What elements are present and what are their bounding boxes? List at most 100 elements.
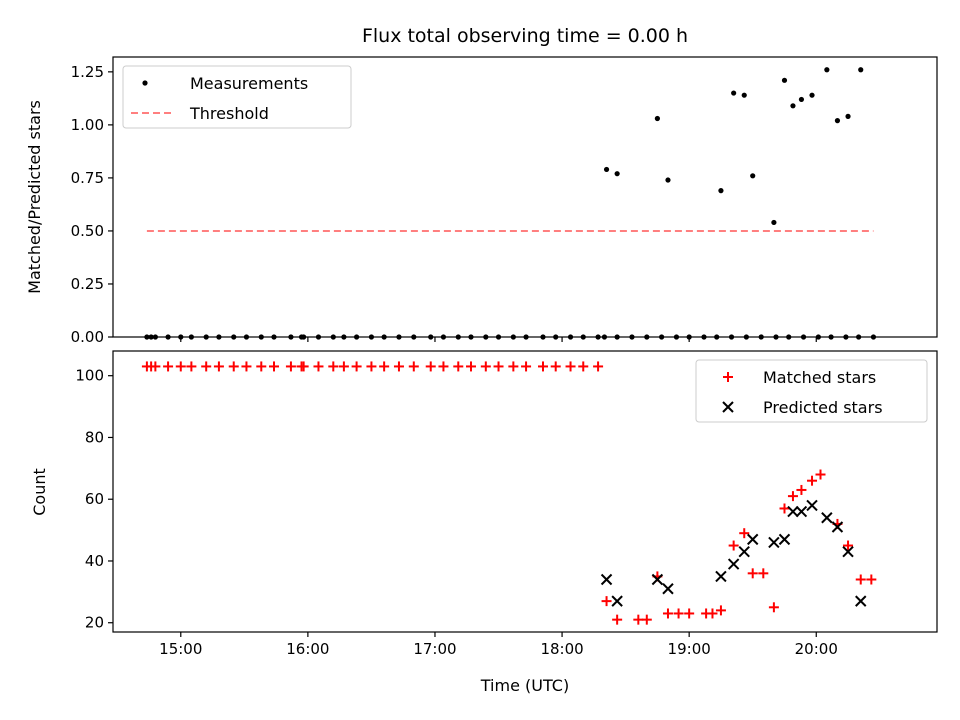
measurement-point (798, 96, 805, 103)
matched-star-point (201, 361, 212, 372)
bottom-legend-handle-1 (723, 372, 733, 382)
measurement-point (858, 67, 864, 73)
top-axes-frame (112, 56, 938, 338)
measurement-point (614, 171, 620, 177)
matched-star-point (662, 608, 673, 619)
top-y-tick-label: 0.50 (71, 222, 104, 240)
bottom-series-matched-stars (141, 361, 877, 625)
bottom-legend-box (695, 359, 928, 423)
top-legend-label-2: Threshold (189, 104, 269, 123)
predicted-star-point (787, 505, 799, 518)
top-y-tick-label: 1.25 (71, 63, 104, 81)
measurement-point (665, 177, 671, 183)
predicted-star-point (821, 512, 833, 524)
measurement-point (654, 115, 660, 122)
matched-star-point (715, 605, 726, 616)
matched-star-point (633, 614, 644, 625)
predicted-star-point (768, 536, 780, 549)
predicted-star-point (778, 533, 791, 546)
matched-star-point (641, 614, 652, 625)
x-tick-label: 15:00 (159, 640, 202, 658)
top-legend-handle-1 (142, 80, 148, 86)
matched-star-point (728, 540, 739, 551)
measurement-point (731, 90, 737, 96)
x-tick-label: 20:00 (795, 640, 838, 658)
matched-star-point (453, 361, 464, 372)
matched-star-point (796, 484, 807, 495)
matched-star-point (593, 361, 604, 372)
matched-star-point (807, 475, 818, 486)
matched-star-point (538, 361, 549, 372)
matched-star-point (393, 361, 404, 372)
matched-star-point (739, 528, 750, 539)
matched-star-point (550, 361, 561, 372)
matched-star-point (565, 361, 576, 372)
x-tick-label: 18:00 (540, 640, 583, 658)
measurement-point (718, 188, 724, 194)
top-y-tick-label: 0.75 (71, 169, 104, 187)
matched-star-point (866, 574, 877, 585)
matched-star-point (228, 361, 239, 372)
measurement-point (781, 77, 788, 83)
measurement-point (750, 173, 756, 179)
predicted-star-point (600, 573, 613, 586)
top-y-tick-label: 0.25 (71, 275, 104, 293)
matched-star-point (366, 361, 377, 372)
matched-star-point (285, 361, 296, 372)
measurement-point (741, 92, 747, 98)
bottom-plot-area: 20 40 60 80 100 15:00 16:00 17:00 18:00 19:00 20:0… (75, 350, 938, 658)
measurement-point (603, 166, 610, 173)
matched-star-point (313, 361, 324, 372)
measurement-point (790, 103, 796, 109)
bottom-legend-label-1: Matched stars (763, 368, 876, 387)
matched-star-point (684, 608, 695, 619)
matched-star-point (779, 503, 790, 514)
matched-star-point (268, 361, 279, 372)
bottom-legend-handle-2 (722, 401, 734, 413)
measurement-point (824, 67, 830, 73)
matched-star-point (379, 361, 390, 372)
predicted-star-point (747, 533, 759, 546)
matched-star-point (480, 361, 491, 372)
matched-star-point (493, 361, 504, 372)
matched-star-point (351, 361, 362, 372)
matched-star-point (815, 469, 826, 480)
x-tick-label: 17:00 (413, 640, 456, 658)
matched-star-point (241, 361, 252, 372)
matched-star-point (438, 361, 449, 372)
matched-star-point (787, 491, 798, 502)
predicted-star-point (651, 573, 664, 586)
matched-star-point (338, 361, 349, 372)
predicted-star-point (662, 583, 674, 595)
predicted-star-point (611, 595, 623, 607)
measurement-point (834, 118, 841, 124)
matched-star-point (465, 361, 476, 372)
matched-star-point (612, 614, 623, 625)
matched-star-point (758, 568, 769, 579)
bottom-axes-frame (112, 350, 938, 633)
predicted-star-point (806, 499, 818, 512)
predicted-star-point (738, 546, 750, 558)
bottom-y-tick-label: 100 (75, 367, 104, 385)
measurement-point (771, 219, 777, 226)
matched-star-point (747, 568, 758, 579)
predicted-star-point (831, 521, 844, 533)
matched-star-point (521, 361, 532, 372)
bottom-legend-label-2: Predicted stars (763, 398, 883, 417)
x-tick-label: 16:00 (286, 640, 329, 658)
measurement-point (809, 92, 815, 98)
bottom-series-predicted-stars (600, 499, 867, 607)
matched-star-point (408, 361, 419, 372)
predicted-star-point (715, 570, 727, 583)
bottom-y-tick-label: 40 (85, 552, 104, 570)
matched-star-point (175, 361, 186, 372)
matched-star-point (213, 361, 224, 372)
matched-star-point (673, 608, 684, 619)
matched-star-point (855, 574, 866, 585)
top-series-measurements (144, 67, 877, 340)
x-axis-label: Time (UTC) (480, 676, 569, 695)
matched-star-point (768, 602, 779, 613)
top-legend-box (122, 65, 352, 129)
matched-star-point (508, 361, 519, 372)
top-chart-title: Flux total observing time = 0.00 h (362, 25, 688, 47)
